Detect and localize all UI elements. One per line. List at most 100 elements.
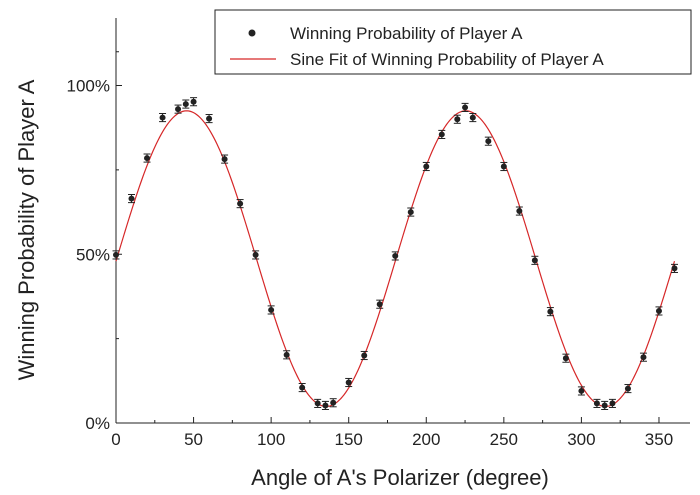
data-point: [577, 386, 585, 396]
data-point-marker: [206, 115, 213, 122]
data-point: [608, 398, 616, 408]
legend-label-fit: Sine Fit of Winning Probability of Playe…: [290, 50, 604, 69]
x-tick-label: 0: [111, 430, 120, 449]
data-point: [143, 153, 151, 163]
data-point-marker: [531, 257, 538, 264]
data-point-marker: [500, 163, 507, 170]
data-point: [670, 263, 678, 273]
data-point: [252, 250, 260, 260]
data-point-marker: [252, 251, 259, 258]
data-point: [469, 113, 477, 123]
data-point: [500, 161, 508, 172]
x-tick-label: 350: [645, 430, 673, 449]
legend-point-marker: [248, 29, 256, 37]
data-point-marker: [376, 301, 383, 308]
data-point-marker: [144, 155, 151, 162]
data-point: [376, 299, 384, 309]
data-point-marker: [314, 400, 321, 407]
data-point: [236, 199, 244, 209]
data-point-marker: [175, 106, 182, 113]
data-point: [221, 154, 229, 164]
data-point-marker: [182, 101, 189, 108]
data-point-marker: [221, 156, 228, 163]
y-tick-label: 50%: [76, 245, 110, 264]
data-point: [112, 250, 120, 260]
data-point-marker: [640, 354, 647, 361]
data-point-marker: [330, 399, 337, 406]
x-tick-label: 300: [567, 430, 595, 449]
data-point-marker: [237, 200, 244, 207]
data-point: [461, 102, 469, 112]
data-point-marker: [454, 116, 461, 123]
data-point: [159, 113, 167, 123]
data-point-marker: [283, 351, 290, 358]
data-point-marker: [578, 387, 585, 394]
data-point: [546, 307, 554, 317]
data-point: [601, 400, 609, 410]
data-point: [484, 136, 492, 146]
data-point-marker: [562, 355, 569, 362]
x-axis-ticks: 0 50 100 150 200 250 300 350: [111, 417, 673, 449]
x-tick-label: 200: [412, 430, 440, 449]
axes: [115, 18, 690, 424]
data-point-marker: [299, 384, 306, 391]
y-axis-ticks: 0% 50% 100%: [67, 51, 122, 433]
x-axis-title: Angle of A's Polarizer (degree): [251, 465, 549, 490]
data-point-marker: [671, 265, 678, 272]
data-point-marker: [423, 163, 430, 170]
data-point-marker: [593, 400, 600, 407]
sine-fit-line: [115, 110, 676, 408]
data-point: [655, 306, 663, 316]
data-point: [624, 384, 632, 394]
data-point-marker: [469, 114, 476, 121]
data-point: [314, 398, 322, 408]
data-point-marker: [485, 138, 492, 145]
data-point-marker: [624, 385, 631, 392]
data-point-marker: [462, 104, 469, 111]
data-point: [190, 97, 198, 107]
data-point-marker: [407, 209, 414, 216]
y-axis-title: Winning Probability of Player A: [14, 79, 39, 380]
x-tick-label: 100: [257, 430, 285, 449]
data-point: [593, 398, 601, 408]
data-point-marker: [601, 402, 608, 409]
data-point-marker: [438, 131, 445, 138]
y-tick-label: 100%: [67, 77, 110, 96]
data-point: [360, 350, 368, 361]
data-point: [298, 383, 306, 393]
data-point-marker: [361, 352, 368, 359]
data-point-marker: [113, 251, 119, 258]
data-point: [639, 352, 647, 362]
data-points: [112, 97, 678, 410]
data-point: [267, 305, 275, 315]
data-point: [438, 129, 446, 139]
data-point: [321, 400, 329, 410]
data-point: [345, 377, 353, 388]
data-point-marker: [190, 98, 197, 105]
data-point: [562, 353, 570, 363]
data-point: [182, 99, 190, 109]
data-point-marker: [392, 252, 399, 259]
data-point-marker: [516, 208, 523, 215]
legend-label-points: Winning Probability of Player A: [290, 24, 523, 43]
data-point-marker: [655, 307, 662, 314]
data-point: [329, 398, 337, 408]
data-point-marker: [128, 195, 135, 202]
x-tick-label: 150: [335, 430, 363, 449]
data-point: [174, 104, 182, 114]
data-point: [128, 194, 136, 204]
y-tick-label: 0%: [85, 414, 110, 433]
data-point-marker: [609, 400, 616, 407]
data-point: [407, 207, 415, 217]
data-point: [283, 350, 291, 360]
x-tick-label: 250: [490, 430, 518, 449]
legend-box: [214, 9, 692, 75]
x-tick-label: 50: [184, 430, 203, 449]
data-point: [515, 206, 523, 216]
data-point: [531, 255, 539, 265]
data-point: [422, 161, 430, 172]
data-point-marker: [547, 308, 554, 315]
legend: Winning Probability of Player A Sine Fit…: [214, 9, 692, 75]
data-point: [453, 114, 461, 124]
